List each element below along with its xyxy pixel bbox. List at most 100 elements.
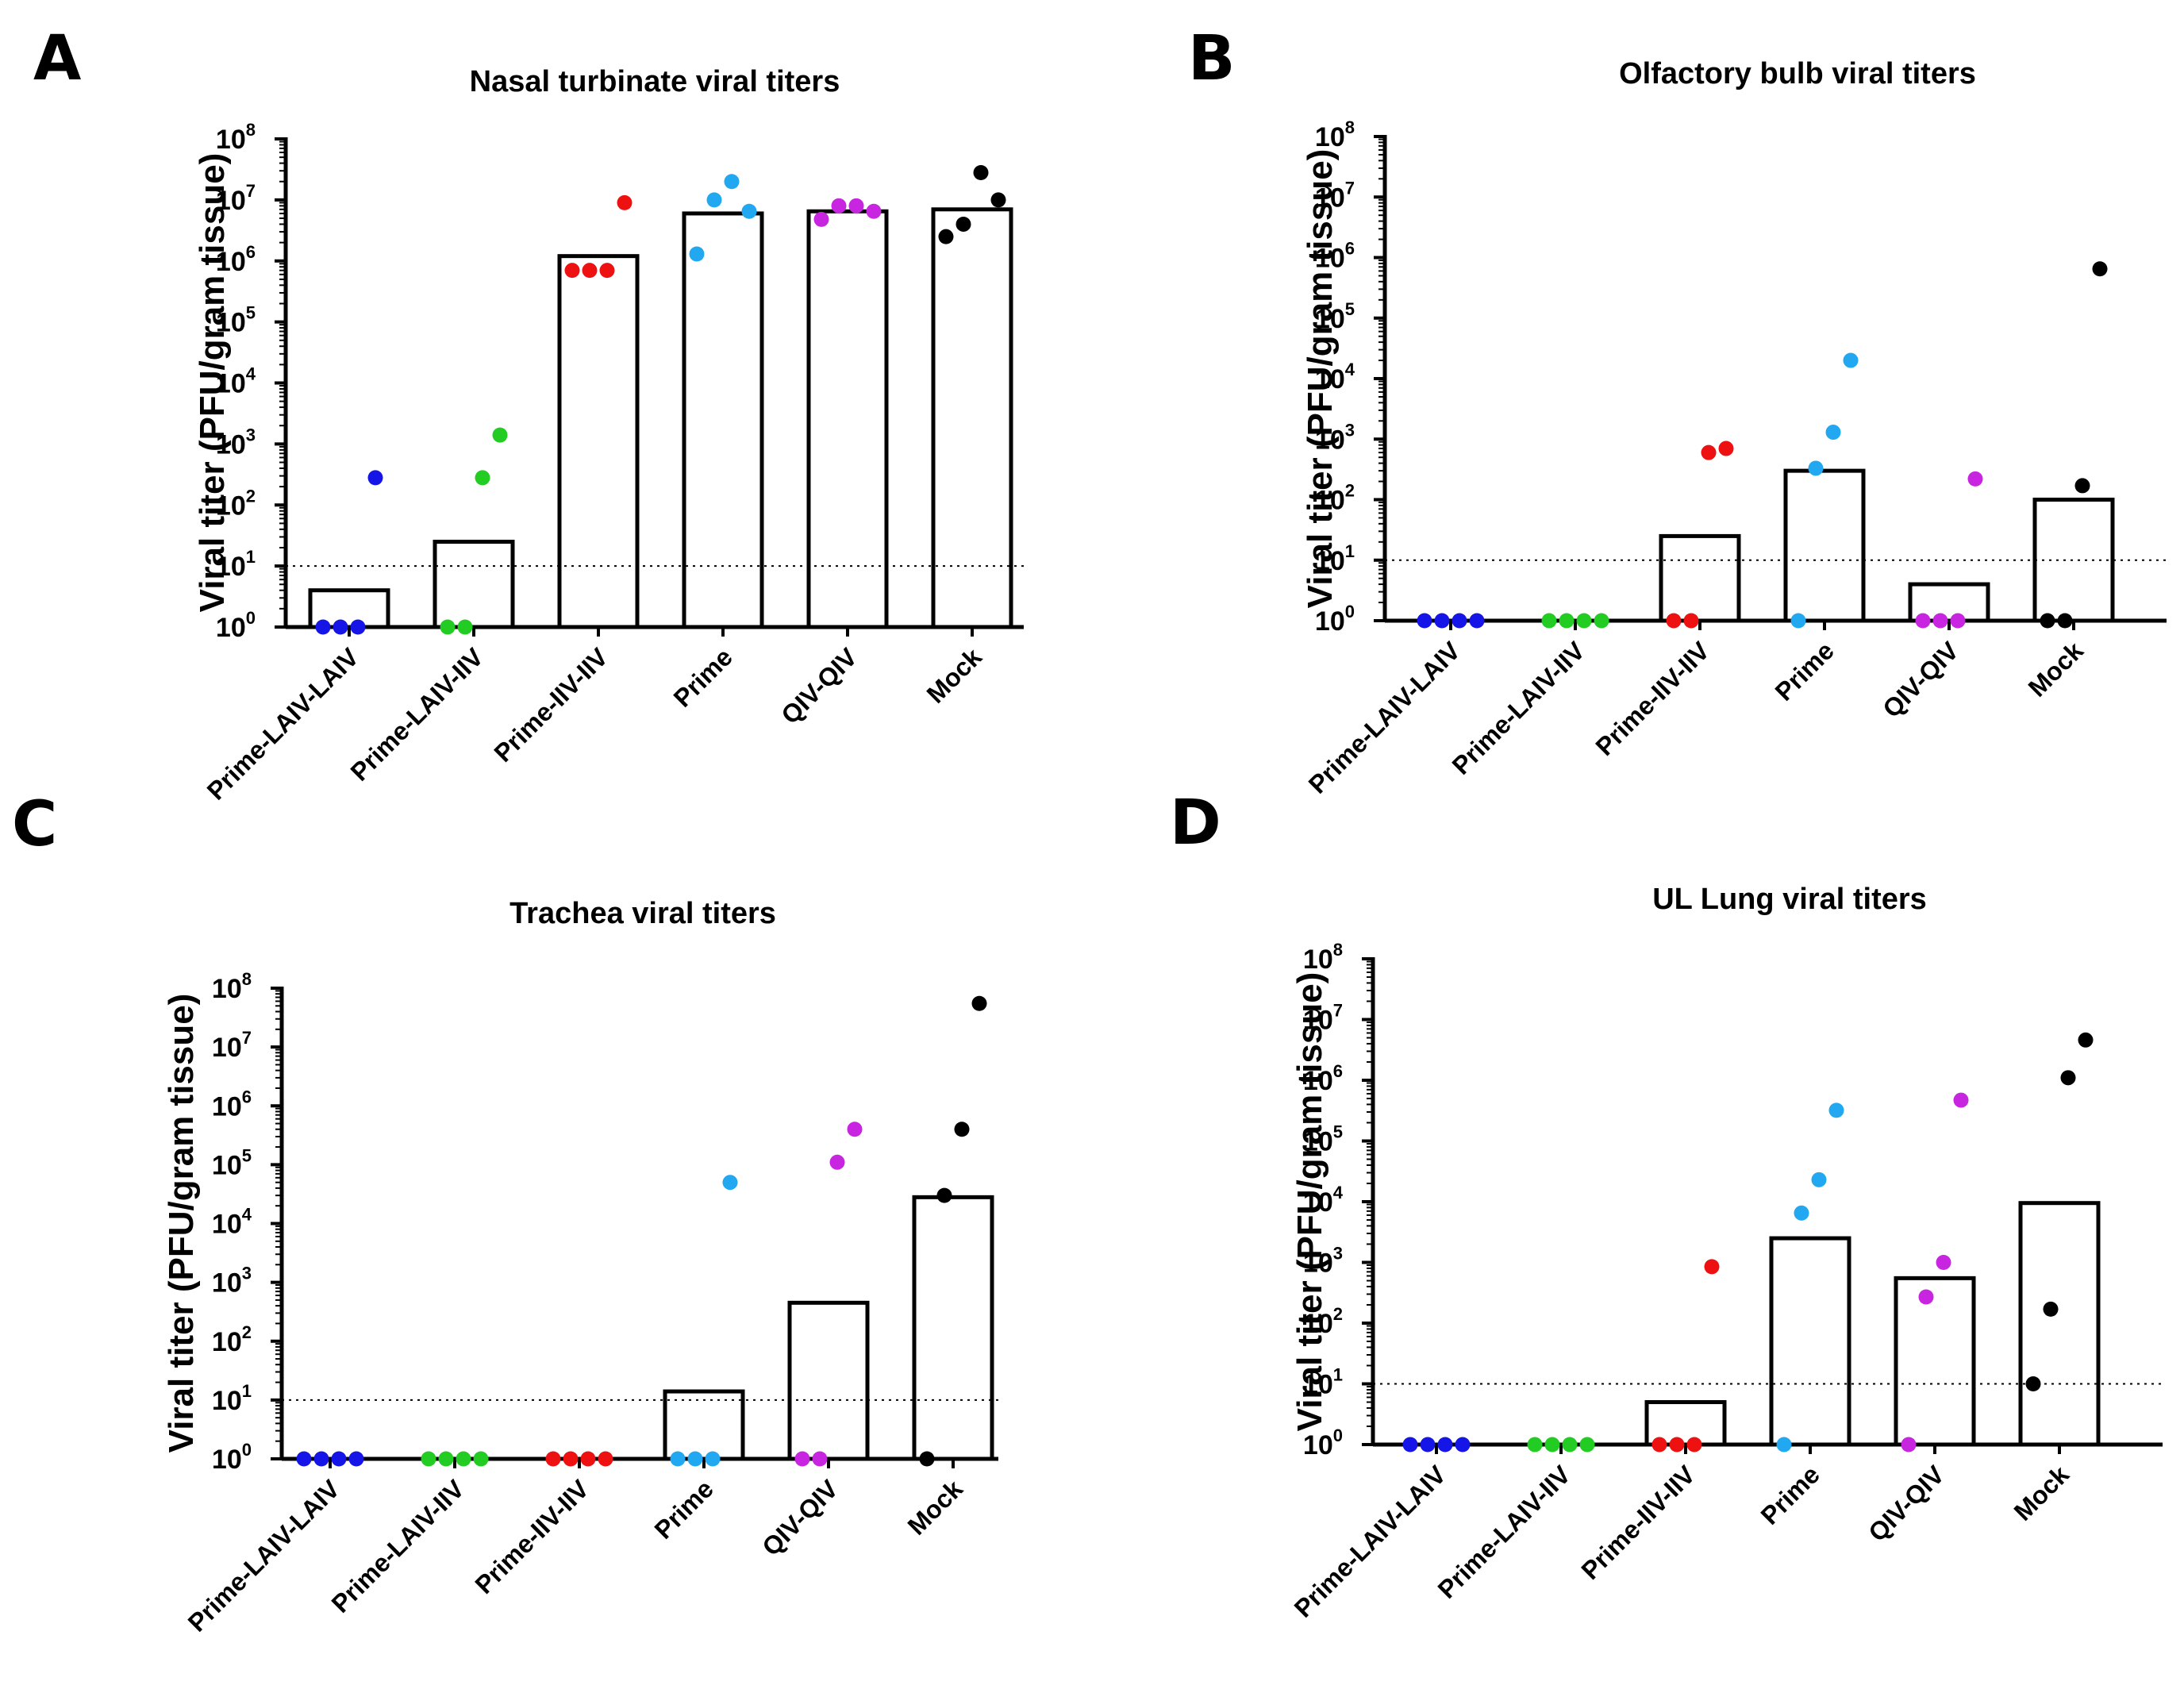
data-point-prime-laiv-laiv: [331, 1451, 347, 1467]
data-point-mock: [2092, 261, 2108, 277]
data-point-qiv-qiv: [829, 1154, 845, 1170]
data-point-prime-laiv-laiv: [348, 1451, 364, 1467]
data-point-prime-laiv-laiv: [315, 619, 331, 635]
x-category-label: QIV-QIV: [1877, 636, 1964, 723]
panel-letter: D: [1170, 787, 1221, 859]
data-point-mock: [2060, 1070, 2076, 1086]
bar-prime: [1769, 1236, 1851, 1447]
data-point-prime-laiv-iiv: [1559, 613, 1575, 629]
data-point-prime-laiv-laiv: [1417, 613, 1432, 629]
bar-mock: [2018, 1201, 2101, 1447]
panel-letter: C: [12, 789, 57, 860]
data-point-prime-laiv-laiv: [367, 470, 383, 486]
data-point-prime: [1790, 613, 1806, 629]
data-point-prime: [1794, 1205, 1809, 1221]
x-category-label: Prime-LAIV-IIV: [326, 1474, 471, 1618]
x-category-label: Mock: [902, 1474, 968, 1540]
data-point-mock: [954, 1122, 970, 1137]
panel-title: Trachea viral titers: [509, 897, 776, 930]
data-point-prime-laiv-iiv: [1544, 1437, 1560, 1453]
data-point-prime-laiv-laiv: [313, 1451, 329, 1467]
y-tick-label: 106: [216, 242, 256, 277]
data-point-qiv-qiv: [813, 211, 829, 227]
bar-prime: [682, 211, 764, 629]
data-point-prime-laiv-laiv: [333, 619, 348, 635]
bar-mock: [912, 1195, 994, 1461]
y-tick-label: 101: [212, 1381, 252, 1416]
data-point-prime: [687, 1451, 703, 1467]
bar-prime-iiv-iiv: [1659, 533, 1741, 623]
data-point-prime-iiv-iiv: [580, 1451, 596, 1467]
y-tick-label: 102: [216, 486, 256, 521]
data-point-prime-laiv-iiv: [1594, 613, 1609, 629]
bar-prime: [1783, 468, 1866, 623]
data-point-mock: [2025, 1376, 2041, 1391]
data-point-qiv-qiv: [1932, 613, 1948, 629]
data-point-mock: [990, 192, 1006, 208]
data-point-qiv-qiv: [1936, 1255, 1951, 1270]
data-point-prime-iiv-iiv: [617, 194, 633, 210]
y-tick-label: 106: [1315, 239, 1355, 274]
x-category-label: Prime-LAIV-LAIV: [1303, 636, 1467, 799]
y-tick-label: 103: [1303, 1244, 1343, 1279]
data-point-qiv-qiv: [1915, 613, 1931, 629]
data-point-mock: [973, 164, 989, 180]
x-category-label: Prime-LAIV-LAIV: [183, 1474, 346, 1637]
y-tick-label: 107: [216, 181, 256, 216]
x-category-label: Prime: [1755, 1460, 1825, 1529]
data-point-prime-iiv-iiv: [1718, 441, 1734, 456]
data-point-mock: [2040, 613, 2055, 629]
data-point-prime: [1808, 460, 1824, 476]
x-category-label: Prime-LAIV-IIV: [1447, 636, 1591, 780]
y-tick-label: 105: [212, 1145, 252, 1180]
data-point-prime-iiv-iiv: [582, 263, 598, 279]
data-point-mock: [2057, 613, 2073, 629]
x-category-label: Prime: [668, 642, 738, 712]
x-category-label: Prime-LAIV-LAIV: [1289, 1460, 1452, 1623]
data-point-prime: [1828, 1102, 1844, 1118]
panel-b: B Olfactory bulb viral titers Viral titer …: [1188, 23, 2167, 799]
data-point-mock: [938, 229, 954, 244]
y-tick-label: 100: [1315, 602, 1355, 637]
y-axis-label: Viral titer (PFU/gram tissue): [162, 994, 201, 1453]
data-point-prime-laiv-iiv: [492, 427, 508, 443]
data-point-prime-iiv-iiv: [564, 263, 580, 279]
x-category-label: Prime: [1770, 636, 1840, 706]
data-point-prime-iiv-iiv: [1701, 444, 1717, 460]
y-tick-label: 104: [1315, 360, 1355, 394]
data-point-prime-laiv-iiv: [456, 1451, 471, 1467]
data-point-qiv-qiv: [1950, 613, 1966, 629]
data-point-prime-laiv-iiv: [1562, 1437, 1578, 1453]
bar-prime-iiv-iiv: [557, 254, 640, 629]
y-tick-label: 108: [1315, 117, 1355, 152]
bar-qiv-qiv: [787, 1300, 870, 1461]
y-tick-label: 106: [1303, 1061, 1343, 1096]
y-tick-label: 108: [1303, 940, 1343, 975]
data-point-qiv-qiv: [812, 1451, 828, 1467]
data-point-qiv-qiv: [847, 1122, 863, 1137]
data-point-prime: [689, 246, 705, 262]
x-category-label: QIV-QIV: [756, 1474, 844, 1561]
y-tick-label: 108: [216, 120, 256, 155]
y-tick-label: 103: [1315, 420, 1355, 455]
x-category-label: Prime-IIV-IIV: [1575, 1460, 1701, 1585]
x-category-label: Prime-IIV-IIV: [469, 1474, 594, 1599]
data-point-prime-laiv-iiv: [1576, 613, 1592, 629]
x-category-label: Prime-LAIV-IIV: [345, 642, 490, 787]
data-point-prime: [741, 203, 757, 219]
panel-a: A Nasal turbinate viral titers Viral titer…: [33, 23, 1024, 806]
panel-title: UL Lung viral titers: [1652, 883, 1927, 916]
data-point-prime-laiv-iiv: [438, 1451, 454, 1467]
x-category-label: Prime-LAIV-LAIV: [202, 642, 365, 806]
y-tick-label: 105: [216, 303, 256, 338]
data-point-prime-laiv-iiv: [440, 619, 456, 635]
data-point-prime: [670, 1451, 686, 1467]
bar-mock: [931, 207, 1013, 629]
y-tick-label: 102: [212, 1322, 252, 1357]
y-tick-label: 105: [1315, 299, 1355, 334]
data-point-prime: [1843, 352, 1859, 368]
data-point-prime-iiv-iiv: [599, 263, 615, 279]
y-axis-label: Viral titer (PFU/gram tissue): [1290, 972, 1329, 1432]
data-point-prime-laiv-laiv: [1434, 613, 1450, 629]
